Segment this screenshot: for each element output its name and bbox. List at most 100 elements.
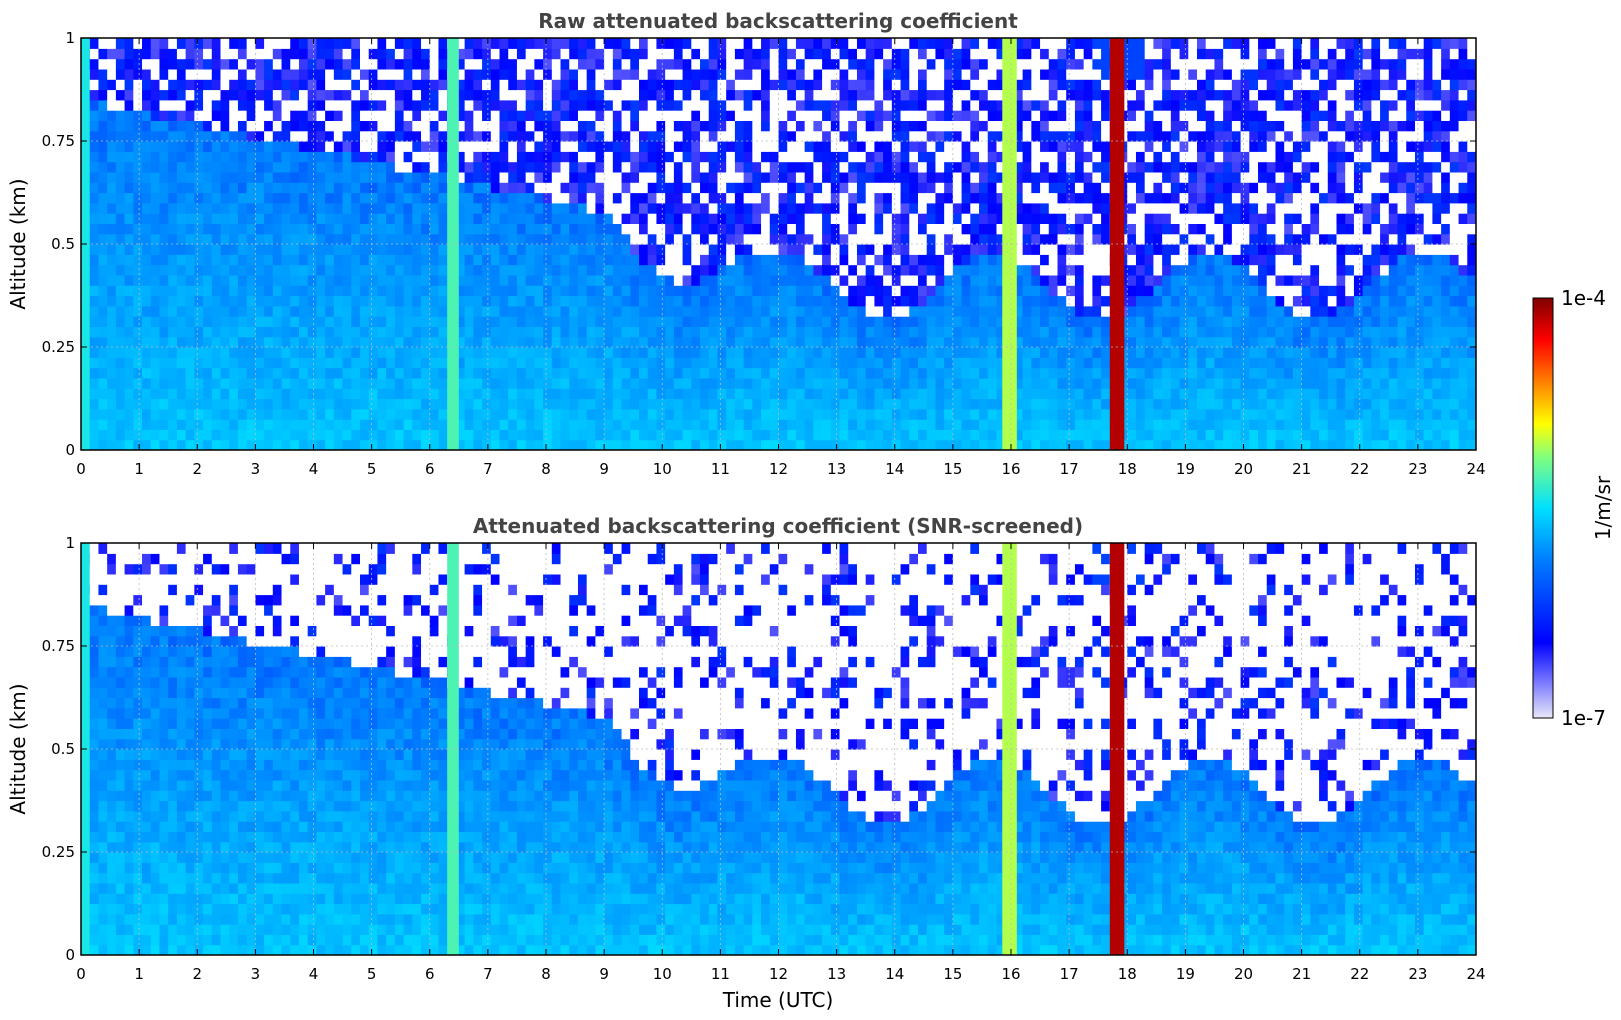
heatmap-cell <box>604 68 614 80</box>
heatmap-cell <box>708 377 719 389</box>
heatmap-cell <box>708 316 719 327</box>
heatmap-cell <box>421 398 431 410</box>
heatmap-cell <box>665 295 675 307</box>
heatmap-cell <box>342 398 352 410</box>
heatmap-cell <box>211 285 222 297</box>
heatmap-cell <box>525 388 535 400</box>
heatmap-cell <box>360 254 370 266</box>
heatmap-cell <box>516 367 527 379</box>
heatmap-cell <box>795 367 806 379</box>
heatmap-cell <box>1092 202 1102 214</box>
heatmap-cell <box>368 99 379 111</box>
heatmap-cell <box>726 141 736 152</box>
heatmap-cell <box>1031 274 1041 286</box>
heatmap-cell <box>98 419 108 430</box>
heatmap-cell <box>1127 377 1137 389</box>
heatmap-cell <box>386 336 396 348</box>
heatmap-cell <box>577 202 588 214</box>
heatmap-cell <box>1101 223 1111 235</box>
heatmap-cell <box>1127 48 1137 60</box>
heatmap-cell <box>1048 58 1059 70</box>
heatmap-cell <box>1135 182 1146 194</box>
heatmap-cell <box>1013 357 1024 369</box>
heatmap-cell <box>900 264 910 276</box>
heatmap-cell <box>272 274 283 286</box>
heatmap-cell <box>307 79 318 91</box>
heatmap-cell <box>211 264 222 276</box>
heatmap-cell <box>604 347 614 358</box>
heatmap-cell <box>795 347 806 358</box>
heatmap-cell <box>961 130 971 142</box>
heatmap-cell <box>525 161 535 173</box>
heatmap-cell <box>412 182 422 194</box>
heatmap-cell <box>630 244 640 255</box>
heatmap-cell <box>743 316 753 327</box>
heatmap-cell <box>490 285 501 297</box>
heatmap-cell <box>298 357 309 369</box>
heatmap-cell <box>761 192 771 204</box>
heatmap-cell <box>996 89 1006 101</box>
heatmap-cell <box>115 429 126 441</box>
heatmap-cell <box>673 439 684 450</box>
heatmap-cell <box>237 151 248 163</box>
heatmap-cell <box>761 151 771 163</box>
heatmap-cell <box>133 171 143 183</box>
heatmap-cell <box>351 305 361 317</box>
heatmap-cell <box>586 316 597 327</box>
heatmap-cell <box>176 419 187 430</box>
heatmap-cell <box>298 171 309 183</box>
heatmap-cell <box>996 408 1006 420</box>
heatmap-cell <box>133 377 143 389</box>
heatmap-cell <box>272 58 283 70</box>
heatmap-cell <box>412 151 422 163</box>
heatmap-cell <box>822 347 832 358</box>
heatmap-cell <box>952 316 963 327</box>
heatmap-cell <box>360 264 370 276</box>
heatmap-cell <box>647 99 658 111</box>
heatmap-cell <box>752 295 762 307</box>
heatmap-cell <box>856 151 867 163</box>
heatmap-cell <box>647 38 658 49</box>
heatmap-cell <box>1031 244 1041 255</box>
heatmap-cell <box>778 264 788 276</box>
heatmap-cell <box>874 48 884 60</box>
heatmap-cell <box>107 377 117 389</box>
heatmap-cell <box>508 347 518 358</box>
heatmap-cell <box>438 202 448 214</box>
heatmap-cell <box>220 120 230 132</box>
heatmap-cell <box>1022 182 1032 194</box>
heatmap-cell <box>700 99 710 111</box>
heatmap-cell <box>377 223 387 235</box>
heatmap-cell <box>787 285 797 297</box>
heatmap-cell <box>560 213 570 224</box>
heatmap-cell <box>1040 213 1050 224</box>
heatmap-cell <box>586 68 597 80</box>
heatmap-cell <box>203 192 213 204</box>
heatmap-cell <box>839 79 849 91</box>
heatmap-cell <box>708 295 719 307</box>
heatmap-cell <box>377 367 387 379</box>
heatmap-cell <box>1153 99 1163 111</box>
heatmap-cell <box>769 130 780 142</box>
heatmap-cell <box>700 244 710 255</box>
heatmap-cell <box>1013 79 1024 91</box>
heatmap-cell <box>194 244 204 255</box>
heatmap-cell <box>752 264 762 276</box>
heatmap-cell <box>1092 141 1102 152</box>
heatmap-cell <box>935 120 945 132</box>
heatmap-cell <box>1127 192 1137 204</box>
heatmap-cell <box>176 58 187 70</box>
heatmap-cell <box>534 213 544 224</box>
heatmap-cell <box>1066 336 1076 348</box>
heatmap-cell <box>987 58 998 70</box>
heatmap-cell <box>159 357 169 369</box>
heatmap-cell <box>1048 79 1059 91</box>
heatmap-cell <box>726 326 736 338</box>
heatmap-cell <box>830 161 841 173</box>
heatmap-cell <box>813 419 823 430</box>
heatmap-cell <box>1083 326 1093 338</box>
heatmap-cell <box>333 274 344 286</box>
heatmap-cell <box>124 326 134 338</box>
heatmap-cell <box>952 347 963 358</box>
heatmap-cell <box>595 336 605 348</box>
